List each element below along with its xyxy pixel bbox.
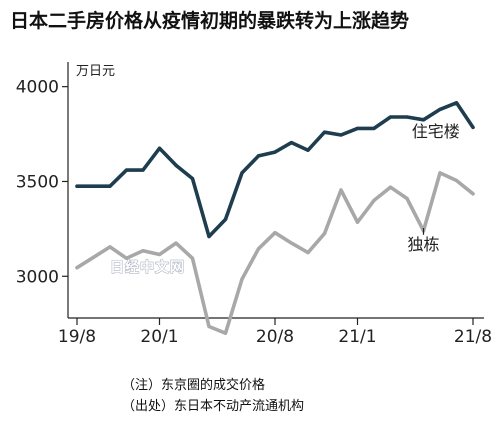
- apartment-point: [372, 126, 376, 130]
- apartment-point: [273, 150, 277, 154]
- apartment-point: [157, 146, 162, 150]
- detached-point: [438, 171, 442, 175]
- x-tick-label: 20/8: [256, 327, 294, 347]
- detached-point: [471, 192, 475, 196]
- detached-point: [355, 220, 360, 224]
- detached-point: [207, 324, 211, 329]
- series-label-apartment: 住宅楼: [412, 122, 460, 141]
- detached-point: [190, 256, 195, 260]
- detached-point: [223, 331, 228, 335]
- apartment-point: [174, 163, 178, 167]
- apartment-point: [91, 184, 96, 188]
- x-tick-label: 19/8: [58, 327, 96, 347]
- detached-point: [372, 198, 376, 203]
- detached-point: [454, 178, 459, 183]
- apartment-point: [124, 168, 129, 172]
- detached-point: [388, 185, 393, 189]
- detached-point: [289, 241, 294, 245]
- detached-point: [240, 277, 244, 281]
- note-definition: （注）东京圈的成交价格: [122, 378, 266, 393]
- x-tick-label: 21/1: [338, 327, 376, 347]
- detached-point: [174, 241, 178, 245]
- detached-point: [256, 247, 261, 251]
- detached-point: [322, 232, 327, 236]
- detached-point: [91, 255, 96, 259]
- apartment-point: [108, 184, 112, 188]
- apartment-point: [355, 126, 360, 130]
- chart-title: 日本二手房价格从疫情初期的暴跌转为上涨趋势: [10, 10, 410, 32]
- apartment-point: [405, 115, 409, 119]
- y-tick-label: 3000: [16, 267, 59, 287]
- apartment-point: [421, 118, 426, 122]
- y-tick-label: 3500: [16, 172, 59, 192]
- apartment-point: [339, 133, 343, 137]
- apartment-point: [223, 217, 228, 221]
- y-unit-label: 万日元: [76, 64, 115, 79]
- apartment-point: [289, 140, 294, 145]
- y-tick-label: 4000: [16, 78, 59, 98]
- apartment-point: [471, 125, 475, 130]
- detached-point: [339, 188, 343, 192]
- detached-point: [405, 196, 409, 201]
- apartment-point: [256, 154, 261, 158]
- detached-point: [75, 266, 79, 270]
- x-tick-label: 20/1: [140, 327, 178, 347]
- apartment-point: [240, 171, 244, 175]
- apartment-point: [438, 107, 442, 112]
- watermark: 日经中文网: [110, 259, 185, 276]
- detached-point: [273, 231, 277, 235]
- apartment-point: [306, 148, 310, 152]
- chart-notes: （注）东京圈的成交价格 （出处）东日本不动产流通机构: [122, 375, 304, 417]
- apartment-point: [190, 177, 195, 181]
- detached-point: [141, 249, 145, 253]
- detached-point: [108, 245, 112, 249]
- note-source: （出处）东日本不动产流通机构: [122, 399, 305, 414]
- detached-point: [306, 250, 310, 255]
- apartment-point: [141, 168, 145, 172]
- detached-point: [124, 256, 129, 260]
- detached-point: [157, 252, 162, 257]
- series-label-detached: 独栋: [408, 235, 440, 254]
- apartment-point: [322, 130, 327, 134]
- apartment-point: [75, 184, 79, 188]
- x-tick-label: 21/8: [454, 327, 492, 347]
- apartment-point: [207, 234, 211, 239]
- apartment-point: [388, 115, 393, 119]
- apartment-point: [454, 101, 459, 105]
